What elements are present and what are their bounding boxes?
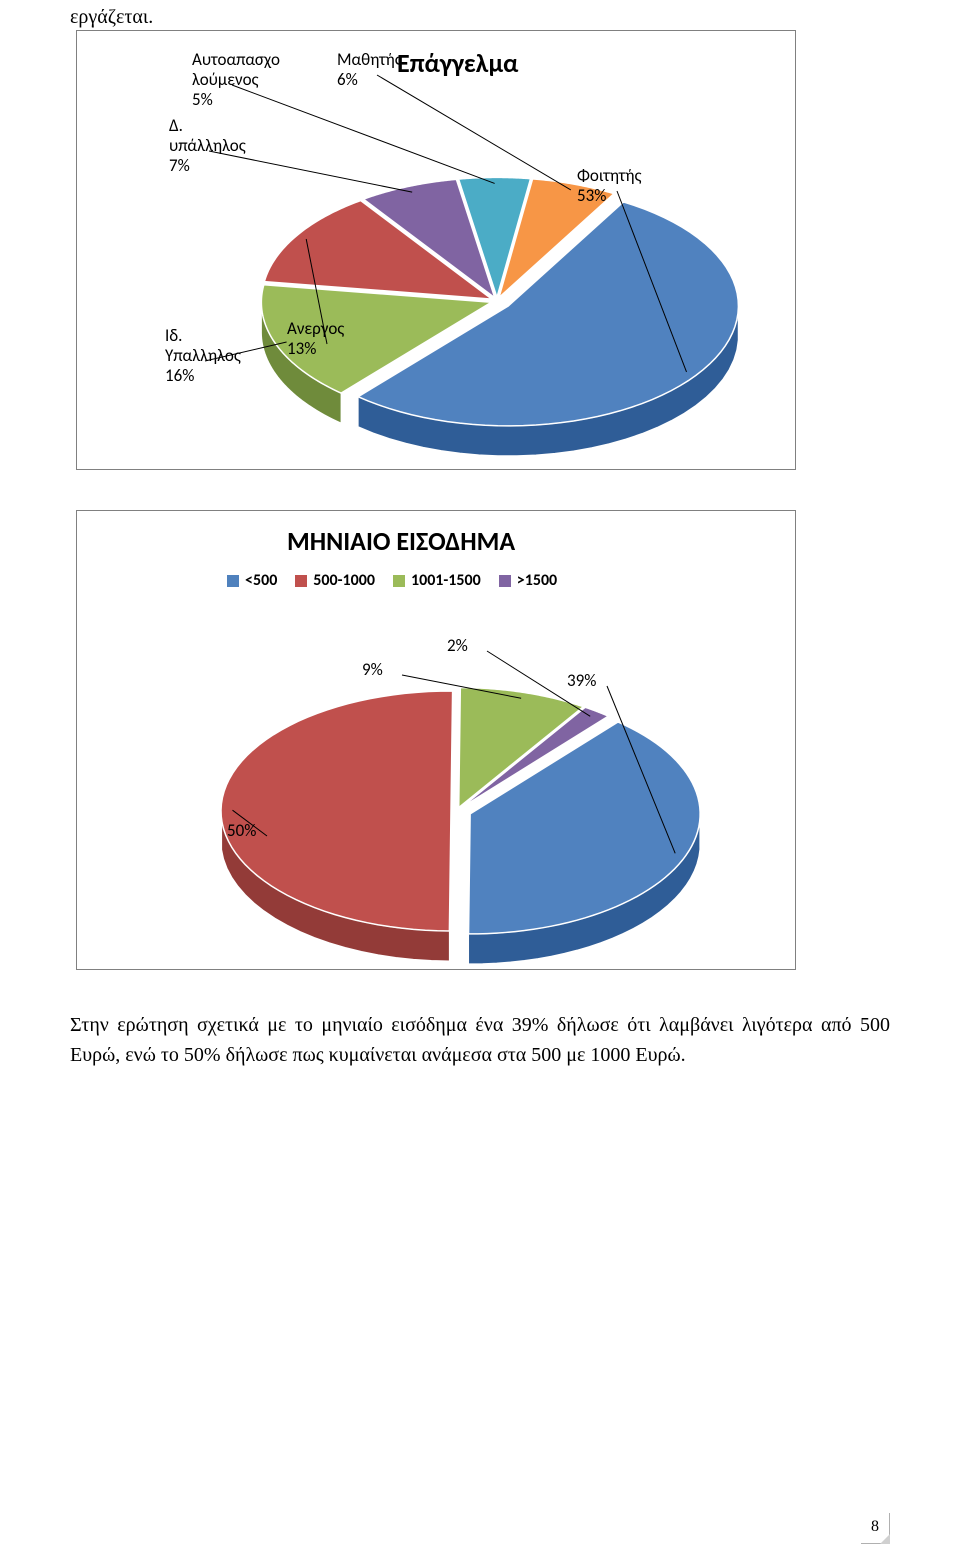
legend-label: <500: [245, 571, 277, 590]
lead-text: εργάζεται.: [70, 6, 153, 29]
legend-item: >1500: [499, 571, 557, 590]
pie-slice-label: Φοιτητής53%: [577, 165, 641, 206]
legend-item: 1001-1500: [393, 571, 481, 590]
legend-swatch: [499, 575, 511, 587]
pie-slice-label: 50%: [227, 820, 256, 841]
profession-chart-title: Επάγγελμα: [397, 47, 518, 79]
profession-chart-frame: Επάγγελμα Φοιτητής53%Ιδ.Υπαλληλος16%Ανερ…: [76, 30, 796, 470]
income-chart-frame: ΜΗΝΙΑΙΟ ΕΙΣΟΔΗΜΑ <500 500-1000 1001-1500 >1…: [76, 510, 796, 970]
page-number: 8: [861, 1513, 890, 1544]
profession-pie: Φοιτητής53%Ιδ.Υπαλληλος16%Ανεργος13%Δ.υπ…: [77, 31, 797, 471]
income-chart-title: ΜΗΝΙΑΙΟ ΕΙΣΟΔΗΜΑ: [287, 525, 515, 557]
legend-label: >1500: [517, 571, 557, 590]
pie-slice-label: Δ.υπάλληλος7%: [169, 115, 246, 176]
page: εργάζεται. Επάγγελμα Φοιτητής53%Ιδ.Υπαλλ…: [0, 0, 960, 1564]
legend-label: 500-1000: [313, 571, 375, 590]
pie-slice-label: Αυτοαπασχολούμενος5%: [192, 49, 280, 110]
legend-item: <500: [227, 571, 277, 590]
pie-slice-label: 39%: [567, 670, 596, 691]
legend-swatch: [295, 575, 307, 587]
pie-slice-label: 9%: [362, 659, 383, 680]
legend-item: 500-1000: [295, 571, 375, 590]
legend-swatch: [393, 575, 405, 587]
body-paragraph: Στην ερώτηση σχετικά με το μηνιαίο εισόδ…: [70, 1010, 890, 1070]
pie-slice-label: 2%: [447, 635, 468, 656]
legend-swatch: [227, 575, 239, 587]
income-legend: <500 500-1000 1001-1500 >1500: [227, 571, 557, 590]
legend-label: 1001-1500: [411, 571, 481, 590]
